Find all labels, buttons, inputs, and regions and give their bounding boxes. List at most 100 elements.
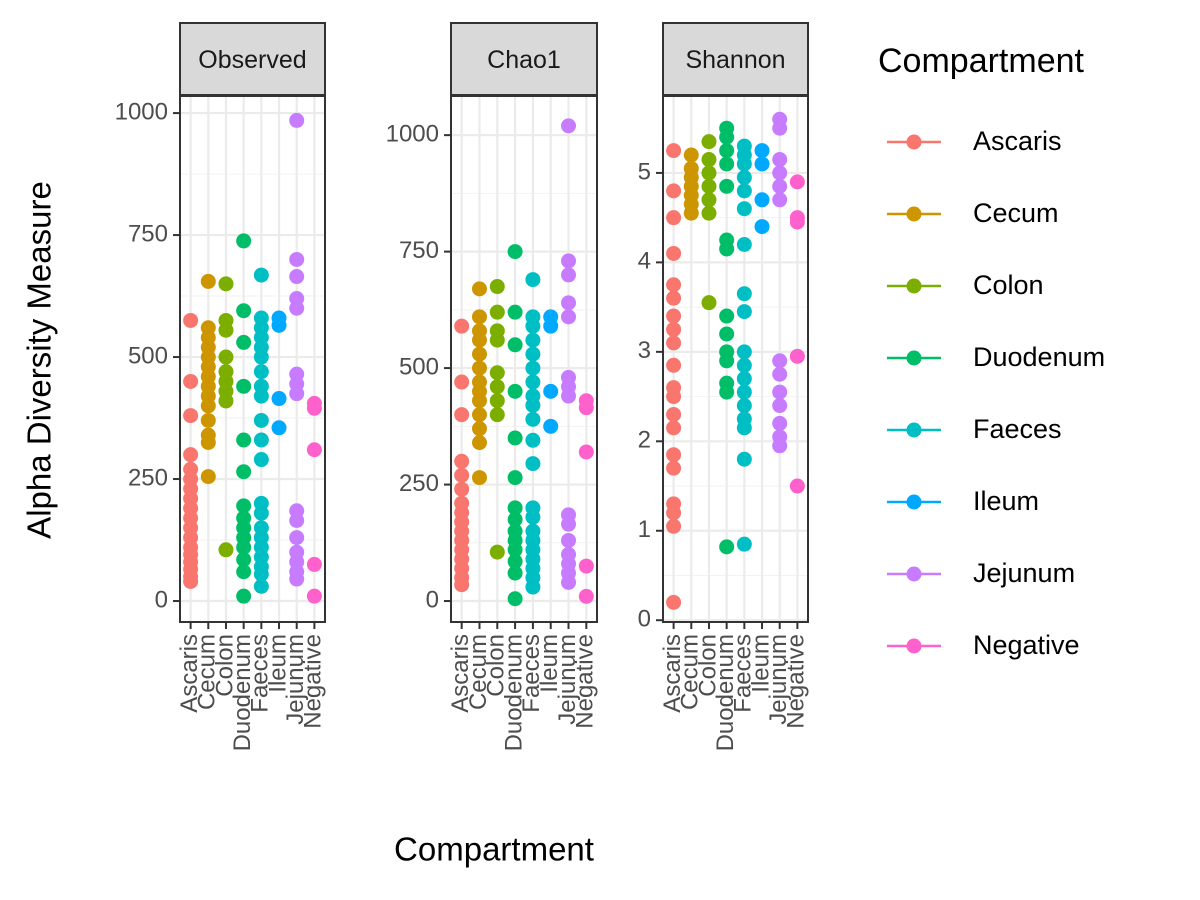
x-axis-title: Compartment xyxy=(394,831,594,868)
point xyxy=(736,451,752,467)
point xyxy=(719,178,735,194)
y-tick-label: 1 xyxy=(638,516,651,543)
point xyxy=(772,165,788,181)
y-tick-label: 1000 xyxy=(115,98,168,125)
point xyxy=(772,178,788,194)
point xyxy=(666,420,682,436)
point xyxy=(253,349,269,365)
x-tick-label: Cecum xyxy=(194,634,221,710)
point xyxy=(666,321,682,337)
x-tick-label: Ileum xyxy=(747,634,774,693)
x-tick-label: Negative xyxy=(300,634,327,729)
point xyxy=(772,152,788,168)
x-tick-label: Duodenum xyxy=(500,634,527,751)
point xyxy=(236,539,252,555)
strip-label: Shannon xyxy=(685,46,785,74)
y-tick-label: 0 xyxy=(638,606,651,633)
point xyxy=(772,384,788,400)
point xyxy=(218,349,234,365)
legend-key-point xyxy=(906,494,922,510)
point xyxy=(471,470,487,486)
point xyxy=(561,253,577,269)
point xyxy=(471,281,487,297)
point xyxy=(183,312,199,328)
point xyxy=(666,277,682,293)
point xyxy=(489,407,505,423)
y-tick-label: 500 xyxy=(399,353,439,380)
point xyxy=(789,174,805,190)
point xyxy=(471,360,487,376)
legend-label: Duodenum xyxy=(973,342,1105,372)
point xyxy=(507,591,523,607)
point xyxy=(561,516,577,532)
point xyxy=(306,556,322,572)
point xyxy=(719,384,735,400)
point xyxy=(701,205,717,221)
point xyxy=(561,295,577,311)
point xyxy=(525,456,541,472)
legend-label: Negative xyxy=(973,630,1080,660)
point xyxy=(183,574,199,590)
point xyxy=(200,412,216,428)
point xyxy=(772,415,788,431)
point xyxy=(454,481,470,497)
point xyxy=(754,156,770,172)
point xyxy=(454,577,470,593)
y-tick-label: 3 xyxy=(638,337,651,364)
point xyxy=(719,129,735,145)
point xyxy=(666,308,682,324)
point xyxy=(754,143,770,159)
point xyxy=(525,346,541,362)
point xyxy=(666,406,682,422)
point xyxy=(578,558,594,574)
point xyxy=(507,565,523,581)
point xyxy=(471,346,487,362)
point xyxy=(289,386,305,402)
point xyxy=(719,143,735,159)
x-tick-label: Negative xyxy=(572,634,599,729)
point xyxy=(701,165,717,181)
point xyxy=(666,447,682,463)
legend-key-point xyxy=(906,278,922,294)
point xyxy=(561,532,577,548)
point xyxy=(525,397,541,413)
point xyxy=(471,407,487,423)
point xyxy=(701,178,717,194)
legend-key-point xyxy=(906,422,922,438)
point xyxy=(253,412,269,428)
point xyxy=(772,120,788,136)
point xyxy=(183,373,199,389)
point xyxy=(289,300,305,316)
point xyxy=(271,317,287,333)
point xyxy=(218,542,234,558)
point xyxy=(289,251,305,267)
point xyxy=(507,500,523,516)
point xyxy=(736,236,752,252)
point xyxy=(561,309,577,325)
point xyxy=(772,366,788,382)
point xyxy=(507,304,523,320)
point xyxy=(666,143,682,159)
point xyxy=(183,447,199,463)
point xyxy=(666,335,682,351)
point xyxy=(772,438,788,454)
x-tick-label: Colon xyxy=(483,634,510,697)
point xyxy=(454,453,470,469)
point xyxy=(289,530,305,546)
point xyxy=(701,152,717,168)
point xyxy=(218,322,234,338)
point xyxy=(271,391,287,407)
point xyxy=(525,332,541,348)
y-axis-title: Alpha Diversity Measure xyxy=(21,181,58,539)
point xyxy=(236,378,252,394)
point xyxy=(289,513,305,529)
point xyxy=(507,470,523,486)
point xyxy=(772,192,788,208)
y-tick-label: 250 xyxy=(399,470,439,497)
point xyxy=(306,588,322,604)
point xyxy=(253,432,269,448)
point xyxy=(543,418,559,434)
point xyxy=(489,379,505,395)
point xyxy=(666,210,682,226)
point xyxy=(236,432,252,448)
